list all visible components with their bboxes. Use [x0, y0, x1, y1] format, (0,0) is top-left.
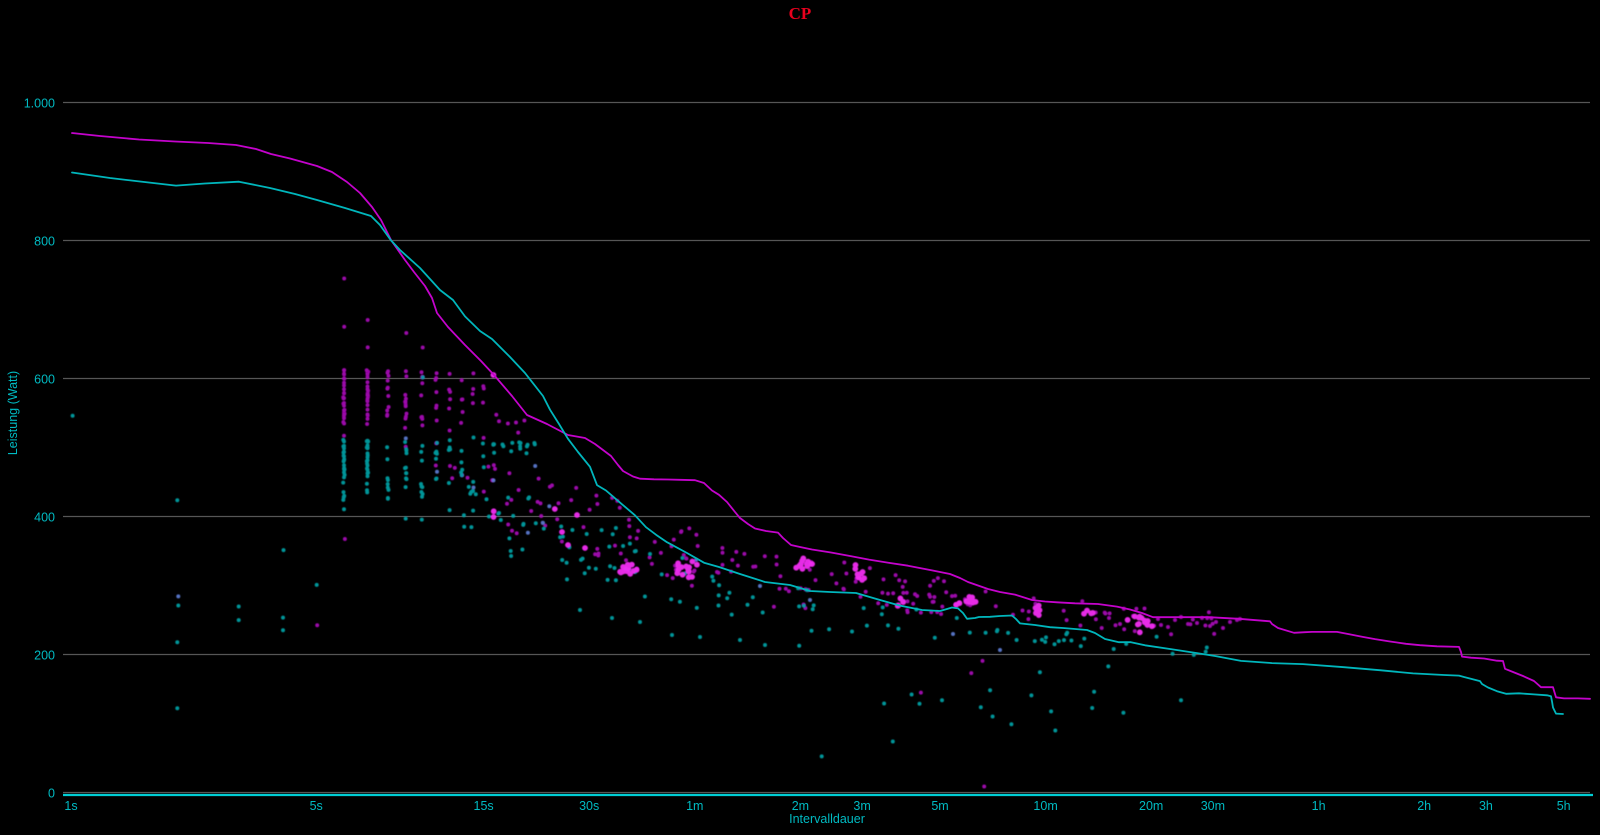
- svg-text:3m: 3m: [853, 799, 870, 813]
- svg-text:Leistung (Watt): Leistung (Watt): [6, 371, 20, 455]
- svg-text:1.000: 1.000: [24, 96, 55, 110]
- svg-text:3h: 3h: [1479, 799, 1493, 813]
- svg-text:Intervalldauer: Intervalldauer: [789, 812, 865, 826]
- svg-text:1m: 1m: [686, 799, 703, 813]
- svg-text:30s: 30s: [579, 799, 599, 813]
- svg-text:5h: 5h: [1557, 799, 1571, 813]
- svg-text:2h: 2h: [1417, 799, 1431, 813]
- svg-text:400: 400: [34, 510, 55, 524]
- svg-text:5s: 5s: [310, 799, 323, 813]
- svg-text:200: 200: [34, 648, 55, 662]
- svg-text:1h: 1h: [1312, 799, 1326, 813]
- svg-text:20m: 20m: [1139, 799, 1163, 813]
- svg-text:5m: 5m: [931, 799, 948, 813]
- svg-text:600: 600: [34, 372, 55, 386]
- svg-text:1s: 1s: [64, 799, 77, 813]
- svg-text:0: 0: [48, 786, 55, 800]
- svg-text:2m: 2m: [792, 799, 809, 813]
- svg-text:10m: 10m: [1033, 799, 1057, 813]
- svg-text:CP: CP: [789, 4, 812, 23]
- svg-text:30m: 30m: [1201, 799, 1225, 813]
- svg-text:15s: 15s: [474, 799, 494, 813]
- svg-text:800: 800: [34, 234, 55, 248]
